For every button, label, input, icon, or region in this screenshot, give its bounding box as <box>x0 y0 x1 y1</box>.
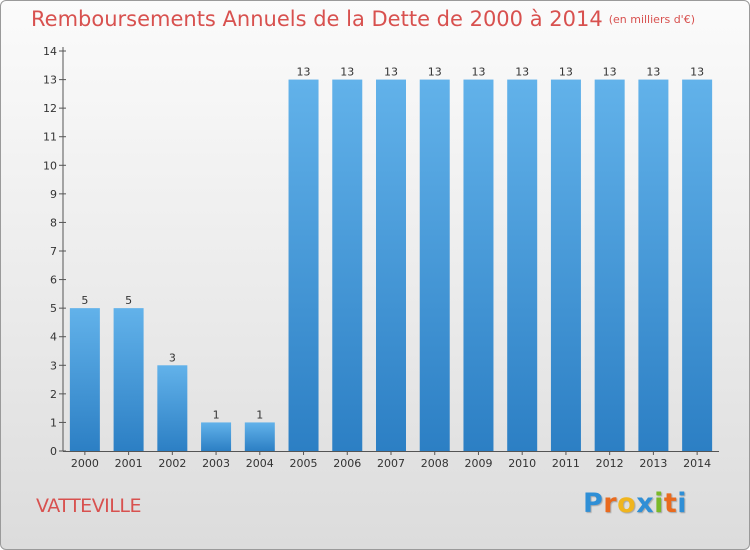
bar <box>682 79 713 452</box>
bar <box>288 79 319 452</box>
bar-value-label: 13 <box>297 66 311 79</box>
x-tick-label: 2006 <box>333 457 361 470</box>
y-tick-label: 7 <box>50 245 57 258</box>
proxiti-logo: Proxiti <box>583 488 687 519</box>
chart-title-text: Remboursements Annuels de la Dette de 20… <box>31 7 603 31</box>
y-tick-label: 3 <box>50 359 57 372</box>
bar <box>69 308 100 451</box>
logo-letter: i <box>677 488 688 519</box>
x-tick-label: 2014 <box>683 457 711 470</box>
y-tick-label: 11 <box>43 131 57 144</box>
y-tick-label: 9 <box>50 188 57 201</box>
y-tick-label: 13 <box>43 74 57 87</box>
bar <box>244 422 275 451</box>
y-tick-label: 6 <box>50 274 57 287</box>
chart-title: Remboursements Annuels de la Dette de 20… <box>31 7 695 31</box>
bar-value-label: 13 <box>515 66 529 79</box>
bar-value-label: 13 <box>340 66 354 79</box>
bar <box>419 79 450 452</box>
bar-value-label: 3 <box>169 351 176 364</box>
logo-letter: i <box>654 488 664 519</box>
bar <box>638 79 669 452</box>
bar-value-label: 13 <box>471 66 485 79</box>
y-tick-label: 14 <box>43 45 57 58</box>
y-tick-label: 5 <box>50 302 57 315</box>
bar <box>463 79 494 452</box>
bar-value-label: 5 <box>125 294 132 307</box>
bar-value-label: 13 <box>603 66 617 79</box>
x-tick-label: 2011 <box>552 457 580 470</box>
x-tick-label: 2003 <box>202 457 230 470</box>
bar-value-label: 13 <box>690 66 704 79</box>
x-tick-label: 2009 <box>464 457 492 470</box>
y-tick-label: 10 <box>43 159 57 172</box>
bar-value-label: 13 <box>428 66 442 79</box>
bar-value-label: 1 <box>213 408 220 421</box>
logo-letter: t <box>663 488 678 519</box>
logo-letter: o <box>617 488 637 519</box>
logo-letter: P <box>583 488 604 519</box>
y-tick-label: 4 <box>50 331 57 344</box>
y-tick-label: 8 <box>50 216 57 229</box>
chart-subtitle: (en milliers d'€) <box>608 13 695 26</box>
x-tick-label: 2001 <box>115 457 143 470</box>
x-tick-label: 2013 <box>639 457 667 470</box>
y-tick-label: 1 <box>50 416 57 429</box>
x-tick-label: 2008 <box>421 457 449 470</box>
bar-value-label: 5 <box>81 294 88 307</box>
bar <box>113 308 144 451</box>
bar <box>550 79 581 452</box>
x-tick-label: 2004 <box>246 457 274 470</box>
x-tick-label: 2007 <box>377 457 405 470</box>
bar <box>376 79 406 452</box>
bar <box>507 79 538 452</box>
plot-area: 0123456789101112131452000520013200212003… <box>43 45 719 470</box>
x-tick-label: 2005 <box>290 457 318 470</box>
logo-letter: r <box>603 488 618 519</box>
bar <box>157 365 188 451</box>
x-tick-label: 2010 <box>508 457 536 470</box>
bar-value-label: 13 <box>384 66 398 79</box>
bar-value-label: 13 <box>559 66 573 79</box>
y-tick-label: 2 <box>50 388 57 401</box>
x-tick-label: 2012 <box>596 457 624 470</box>
bar-value-label: 13 <box>646 66 660 79</box>
bar <box>201 422 232 451</box>
municipality-name: VATTEVILLE <box>36 495 141 517</box>
y-tick-label: 12 <box>43 102 57 115</box>
x-tick-label: 2000 <box>71 457 99 470</box>
bar <box>332 79 363 452</box>
y-tick-label: 0 <box>50 445 57 458</box>
x-tick-label: 2002 <box>158 457 186 470</box>
logo-letter: x <box>636 488 655 519</box>
bar <box>594 79 625 452</box>
bar-value-label: 1 <box>256 408 263 421</box>
